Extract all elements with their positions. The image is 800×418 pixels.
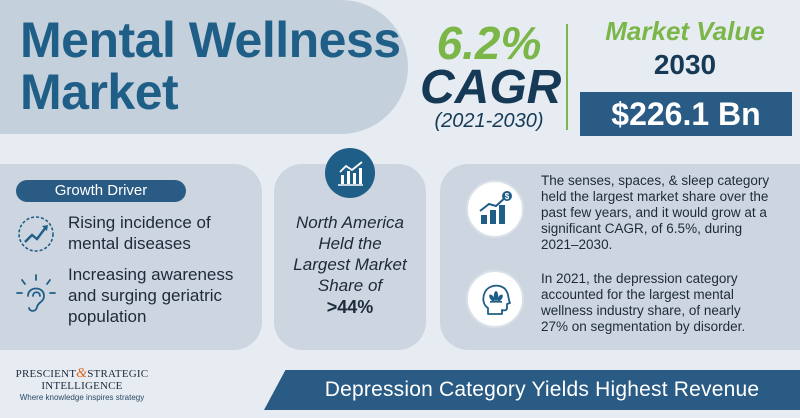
- svg-text:$: $: [505, 192, 510, 201]
- brand-name-2: STRATEGIC: [87, 368, 149, 380]
- bar-chart-icon: [325, 148, 375, 198]
- growth-bars-dollar-icon: $: [466, 180, 524, 238]
- north-america-text: North America Held the Largest Market Sh…: [293, 213, 407, 295]
- fact-2: In 2021, the depression category account…: [541, 271, 746, 334]
- north-america-share: >44%: [326, 297, 374, 317]
- title-pill: [0, 0, 408, 134]
- cagr-value: 6.2%: [436, 17, 542, 69]
- ear-hearing-icon: [14, 272, 58, 321]
- cagr-label: CAGR: [420, 61, 562, 114]
- title-line2: Market: [20, 64, 179, 120]
- driver-item-2: Increasing awareness and surging geriatr…: [68, 265, 234, 326]
- growth-driver-heading: Growth Driver: [16, 180, 186, 202]
- brand-logo: PRESCIENT&STRATEGIC INTELLIGENCE Where k…: [12, 366, 152, 404]
- rising-chart-head-icon: [16, 214, 56, 259]
- driver-item-1: Rising incidence of mental diseases: [68, 213, 211, 253]
- head-lotus-icon: [466, 270, 524, 328]
- divider: [566, 24, 568, 130]
- highlight-banner: Depression Category Yields Highest Reven…: [264, 370, 800, 410]
- cagr-period: (2021-2030): [434, 110, 544, 132]
- market-value-label: Market Value: [605, 16, 765, 46]
- brand-tagline: Where knowledge inspires strategy: [19, 393, 145, 402]
- brand-name-3: INTELLIGENCE: [41, 380, 123, 392]
- page-title: Mental Wellness Market: [20, 14, 401, 118]
- brand-ampersand: &: [76, 366, 88, 381]
- title-line1: Mental Wellness: [20, 12, 401, 68]
- brand-name-1: PRESCIENT: [15, 368, 77, 380]
- fact-1: The senses, spaces, & sleep category hel…: [541, 173, 770, 252]
- market-value-year: 2030: [653, 49, 717, 80]
- market-value-amount: $226.1 Bn: [580, 92, 792, 136]
